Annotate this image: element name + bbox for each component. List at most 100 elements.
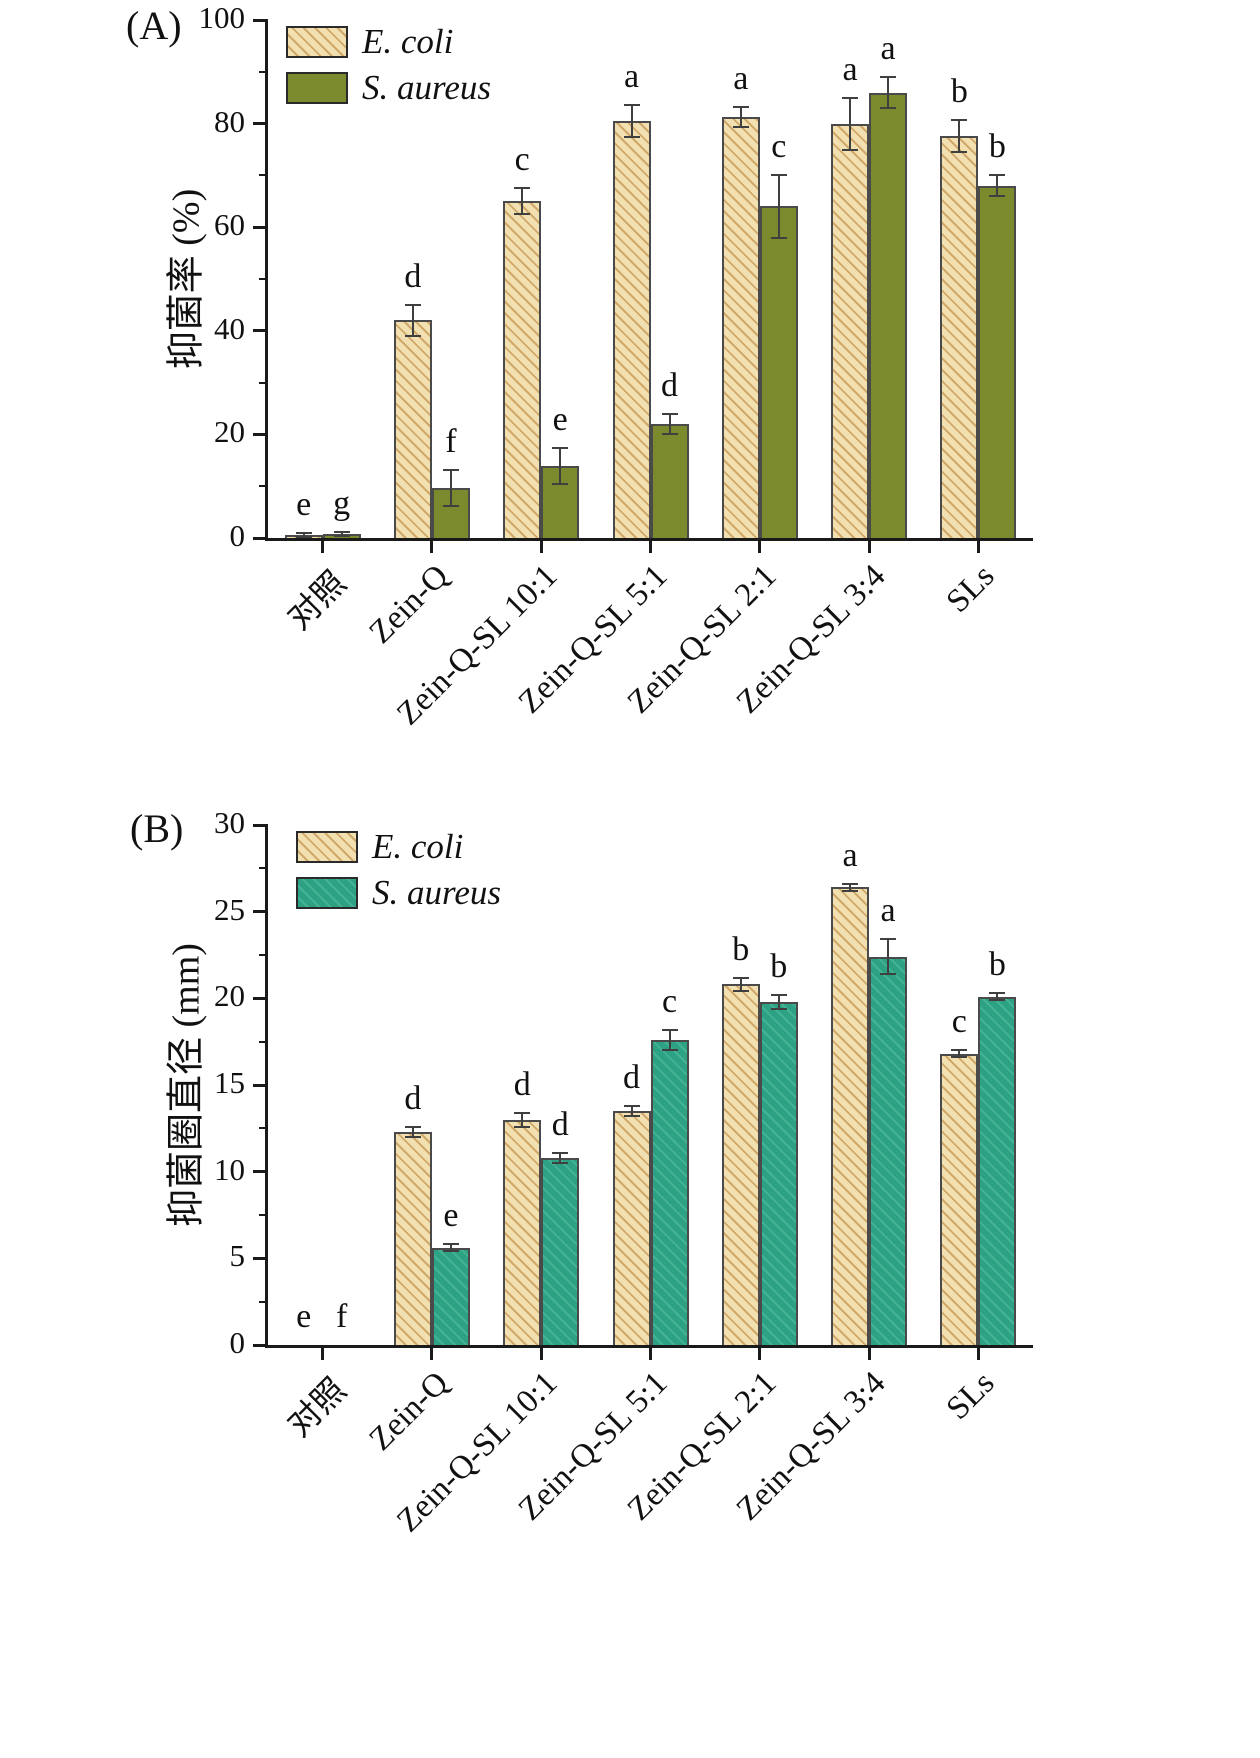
error-bar-cap [880,938,897,941]
bar-ecoli [831,123,870,538]
error-bar-cap [770,1007,787,1010]
error-bar-cap [732,990,749,993]
sig-letter: d [623,1058,640,1096]
error-bar-cap [989,195,1006,198]
error-bar-cap [514,213,531,216]
sig-letter: d [661,366,678,404]
x-tick [758,541,762,553]
bar-saureus [978,185,1017,538]
sig-letter: f [445,422,457,460]
error-bar-cap [442,1243,459,1246]
error-bar-line [777,994,780,1009]
legend-swatch-ecoli [296,831,358,863]
y-tick-label: 20 [214,414,245,450]
y-tick-label: 15 [214,1065,245,1100]
error-bar-cap [295,536,312,539]
bar-ecoli [393,1131,432,1345]
x-tick [539,541,543,553]
sig-letter: c [514,141,530,179]
x-tick [976,541,980,553]
sig-letter: a [842,50,858,88]
legend: E. coli S. aureus [296,827,501,921]
x-tick [430,541,434,553]
x-tick [321,1348,325,1360]
x-tick [649,541,652,553]
error-bar-cap [404,1125,421,1128]
error-bar-line [849,883,852,891]
error-bar-line [668,1029,671,1051]
error-bar-cap [333,535,350,538]
y-tick-label: 0 [229,518,246,553]
y-minor-tick [259,954,268,956]
error-bar-cap [295,532,312,535]
error-bar-cap [404,1136,421,1138]
error-bar-cap [732,126,749,129]
sig-letter: d [404,257,422,295]
bar-ecoli [940,136,979,538]
sig-letter: e [443,1197,459,1235]
legend-item: E. coli [286,22,491,61]
error-bar-cap [661,1028,678,1031]
y-tick-label: 0 [229,1325,246,1360]
y-major-tick [253,996,268,1000]
y-major-tick [253,432,268,436]
bar-saureus [978,996,1017,1345]
bar-saureus [541,465,580,538]
error-bar-cap [880,973,897,976]
sig-letter: b [950,73,968,111]
y-minor-tick [259,381,268,384]
error-bar-cap [732,976,749,979]
bar-saureus [869,92,908,538]
sig-letter: e [296,486,312,524]
y-tick-label: 30 [214,805,245,840]
sig-letter: a [623,58,640,96]
sig-letter: b [988,128,1006,166]
error-bar-cap [442,1250,459,1253]
sig-letter: a [842,836,858,874]
error-bar-line [449,1244,452,1252]
y-major-tick [253,122,268,126]
bar-ecoli [503,1119,542,1345]
legend-label: S. aureus [372,873,501,912]
bar-saureus [650,1039,689,1345]
y-minor-tick [259,867,268,870]
bar-saureus [650,424,689,538]
error-bar-cap [442,468,459,471]
legend-swatch-saureus [286,72,348,104]
y-major-tick [253,1170,268,1174]
x-tick [649,1348,652,1360]
legend-item: E. coli [296,827,501,866]
bar-ecoli [721,116,760,538]
error-bar-cap [333,531,350,534]
sig-letter: c [661,982,678,1020]
y-tick-label: 5 [229,1238,246,1274]
y-minor-tick [259,485,268,488]
y-tick-label: 10 [214,1151,245,1187]
panel-a-plot-area: 0 20 40 60 80 100 对照 e g Zein-Q d f Zein-Q-SL 10:1 c e… [199,0,1033,732]
sig-letter: a [733,59,749,97]
error-bar-line [887,939,890,975]
sig-letter: a [880,892,896,930]
error-bar-line [958,120,961,152]
error-bar-cap [842,882,859,885]
sig-letter: f [335,1298,348,1335]
error-bar-cap [842,96,859,99]
legend-label: E. coli [372,827,464,866]
error-bar-cap [842,148,859,151]
error-bar-cap [514,187,531,190]
bar-saureus [759,206,798,538]
error-bar-cap [552,1162,569,1164]
bar-ecoli [612,121,651,538]
sig-letter: d [551,1105,569,1143]
sig-letter: c [951,1003,967,1041]
panel-b-plot-area: 0 5 10 15 20 25 30 对照 e f Zein-Q d e Zein-Q-SL 10:1 d d… [214,805,1033,1539]
error-bar-line [559,1152,562,1163]
x-tick [976,1348,980,1360]
error-bar-cap [661,1049,678,1052]
sig-letter: b [988,946,1006,984]
bar-saureus [869,956,908,1345]
error-bar-line [777,175,780,238]
error-bar-cap [552,446,569,449]
error-bar-line [559,447,562,485]
